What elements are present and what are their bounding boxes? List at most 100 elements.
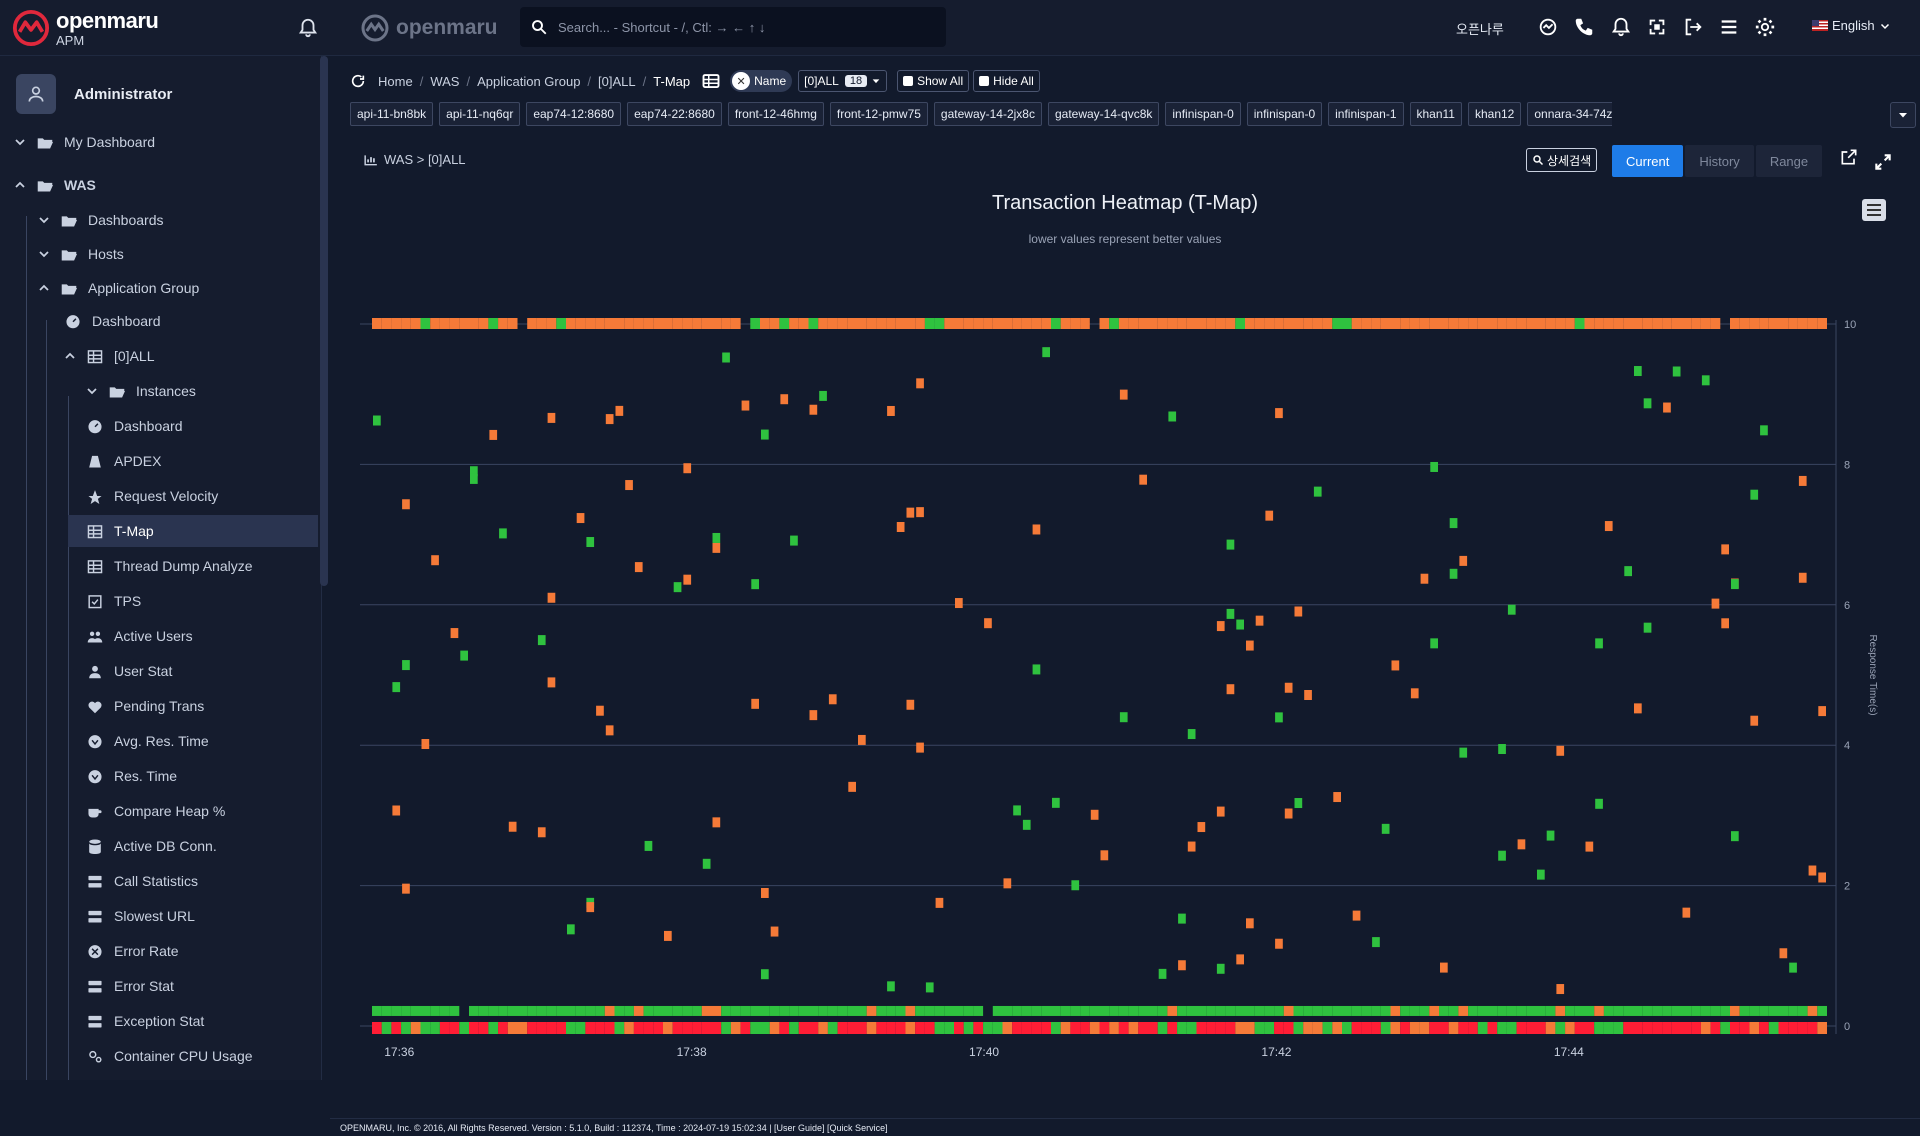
avatar [16,74,56,114]
sidebar-item-avg-res-time-17[interactable]: Avg. Res. Time [0,725,318,757]
bell-icon[interactable] [297,17,319,39]
tab-history[interactable]: History [1685,145,1754,177]
sidebar-item-my-dashboard-0[interactable]: My Dashboard [0,126,318,158]
search-bar[interactable] [520,7,946,47]
chart-menu-button[interactable] [1862,199,1886,221]
sidebar: Administrator My Dashboard WAS Dashboards H… [0,56,322,1080]
chevron-down-icon[interactable] [86,385,98,397]
notification-bell-icon[interactable] [1610,16,1632,38]
tab-current[interactable]: Current [1612,145,1684,177]
instance-chip[interactable]: infinispan-1 [1328,102,1404,126]
fullscreen-icon[interactable] [1646,16,1668,38]
instance-chip[interactable]: gateway-14-qvc8k [1047,102,1160,126]
sidebar-item-dashboard-8[interactable]: Dashboard [0,410,318,442]
chevron-up-icon[interactable] [64,350,76,362]
sidebar-item-call-statistics-21[interactable]: Call Statistics [0,865,318,897]
instance-chip[interactable]: khan12 [1467,102,1522,126]
sidebar-item-res-time-18[interactable]: Res. Time [0,760,318,792]
tmap-cell [1226,539,1235,550]
openmaru-logo[interactable]: openmaru APM [12,8,159,48]
external-link-icon[interactable] [1839,147,1859,167]
sidebar-item-container-cpu-usage-26[interactable]: Container CPU Usage [0,1040,318,1072]
tmap-heatmap[interactable]: 0 2 4 6 8 10 17:36 17:38 17:40 17:42 17:44 Response… [330,256,1920,1076]
logout-icon[interactable] [1682,16,1704,38]
chevron-down-icon[interactable] [14,136,26,148]
sidebar-item-hosts-3[interactable]: Hosts [0,238,318,270]
sidebar-item-was-1[interactable]: WAS [0,169,318,201]
sidebar-scrollbar[interactable] [320,56,328,586]
instance-chip[interactable]: khan11 [1409,102,1462,126]
refresh-icon[interactable] [350,73,366,89]
tmap-cell [1226,684,1235,695]
sidebar-item-dashboards-2[interactable]: Dashboards [0,204,318,236]
sidebar-item-t-map-11[interactable]: T-Map [68,515,318,547]
tab-range[interactable]: Range [1755,145,1823,177]
sidebar-item-exception-stat-25[interactable]: Exception Stat [0,1005,318,1037]
instance-chip[interactable]: infinispan-0 [1246,102,1323,126]
settings-gear-icon[interactable] [1754,16,1776,38]
crumb-all[interactable]: [0]ALL [598,73,636,89]
sidebar-item-dashboard-5[interactable]: Dashboard [0,305,318,337]
chevron-down-icon[interactable] [38,248,50,260]
show-all-button[interactable]: Show All [897,70,970,92]
sidebar-item-compare-heap-19[interactable]: Compare Heap % [0,795,318,827]
tmap-cell-error [566,1022,576,1034]
sidebar-item-application-group-4[interactable]: Application Group [0,272,318,304]
sidebar-item-pending-trans-16[interactable]: Pending Trans [0,690,318,722]
chevron-up-icon[interactable] [14,179,26,191]
admin-profile[interactable]: Administrator [16,74,172,114]
user-name[interactable]: 오픈나루 [1456,21,1504,37]
instance-chip[interactable]: gateway-14-2jx8c [933,102,1042,126]
instance-chip[interactable]: onnara-34-74zmk [1527,102,1612,126]
sidebar-item-error-stat-24[interactable]: Error Stat [0,970,318,1002]
sidebar-item-apdex-9[interactable]: APDEX [0,445,318,477]
expand-icon[interactable] [1873,152,1893,172]
tmap-cell-slow [769,318,780,329]
sidebar-item-0-all-6[interactable]: [0]ALL [0,340,318,372]
sidebar-item-tps-13[interactable]: TPS [0,585,318,617]
search-input[interactable] [558,19,938,35]
chevron-down-icon[interactable] [38,214,50,226]
language-select[interactable]: English [1812,18,1891,33]
menu-icon[interactable] [1718,16,1740,38]
sidebar-item-active-db-conn-20[interactable]: Active DB Conn. [0,830,318,862]
instance-chip[interactable]: eap74-12:8680 [526,102,622,126]
instance-chip[interactable]: api-11-bn8bk [350,102,434,126]
sidebar-item-error-rate-23[interactable]: Error Rate [0,935,318,967]
tmap-cell [1119,389,1128,400]
instance-chip[interactable]: infinispan-0 [1165,102,1241,126]
name-toggle[interactable]: ✕ Name [730,70,793,92]
sidebar-item-active-users-14[interactable]: Active Users [0,620,318,652]
sidebar-item-request-velocity-10[interactable]: Request Velocity [0,480,318,512]
monitor-chart-icon[interactable] [1537,16,1559,38]
tmap-cell [1052,797,1060,808]
sidebar-item-user-stat-15[interactable]: User Stat [0,655,318,687]
tmap-cell-fast [1662,1005,1672,1016]
tmap-cell-fast [789,1005,799,1016]
tmap-cell [935,897,944,908]
grid-view-icon[interactable] [702,73,720,89]
tmap-cell [1595,638,1603,649]
sidebar-item-label: Container CPU Usage [114,1048,253,1064]
server-icon [88,875,102,888]
tmap-cell-slow [1031,318,1042,329]
tmap-cell-slow [469,318,479,329]
instance-chip[interactable]: eap74-22:8680 [627,102,722,126]
crumb-was[interactable]: WAS [430,73,460,89]
crumb-home[interactable]: Home [378,73,413,89]
phone-icon[interactable] [1573,16,1595,38]
group-select[interactable]: [0]ALL 18 [798,70,888,92]
tmap-cell [1634,703,1642,714]
chevron-up-icon[interactable] [38,282,50,294]
detail-search-button[interactable]: 상세검색 [1526,148,1598,172]
crumb-application-group[interactable]: Application Group [477,73,581,89]
instance-chip[interactable]: api-11-nq6qr [439,102,521,126]
instance-chip[interactable]: front-12-pmw75 [829,102,928,126]
hide-all-button[interactable]: Hide All [973,70,1040,92]
sidebar-item-slowest-url-22[interactable]: Slowest URL [0,900,318,932]
sidebar-item-thread-dump-analyze-12[interactable]: Thread Dump Analyze [0,550,318,582]
sidebar-item-instances-7[interactable]: Instances [0,375,318,407]
instance-dropdown-button[interactable] [1890,102,1916,128]
instance-chip[interactable]: front-12-46hmg [727,102,824,126]
tmap-cell-slow [1245,318,1255,329]
